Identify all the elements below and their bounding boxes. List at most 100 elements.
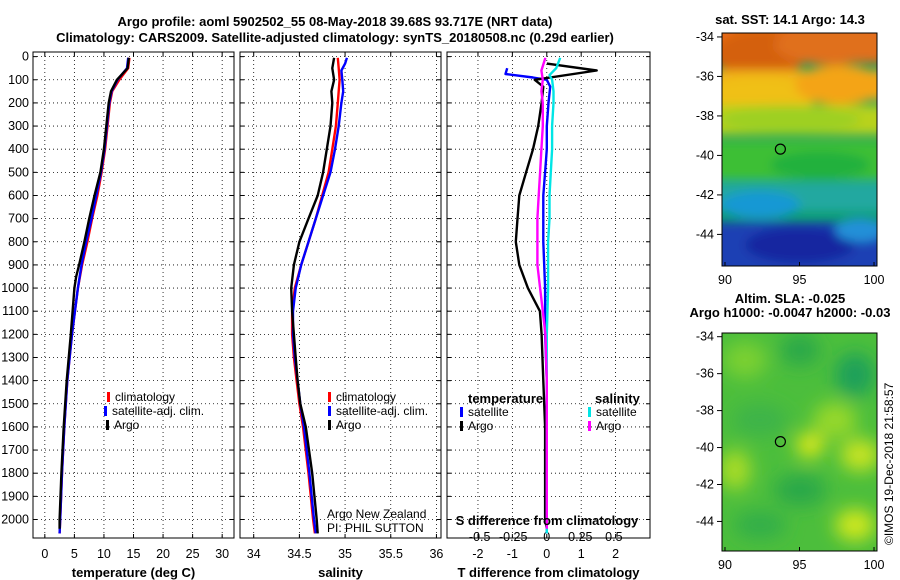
depth-tick-label: 300 bbox=[8, 119, 29, 133]
x-tick-label: 10 bbox=[97, 547, 111, 561]
salinity-diff-tick-label: -0.5 bbox=[469, 530, 491, 544]
x-tick-label: 34 bbox=[247, 547, 261, 561]
x-axis-label: T difference from climatology bbox=[457, 565, 640, 580]
depth-tick-label: 700 bbox=[8, 212, 29, 226]
sla-map: 90 95 100 -34 -36 -38 -40 -42 -44 bbox=[696, 330, 885, 572]
map-x-tick-label: 95 bbox=[793, 558, 807, 572]
sla-map-title-line1: Altim. SLA: -0.025 bbox=[735, 291, 846, 306]
legend-climatology-label: climatology bbox=[115, 390, 175, 404]
x-tick-label: 2 bbox=[612, 547, 619, 561]
series-group bbox=[58, 57, 131, 534]
legend-satellite-swatch bbox=[104, 406, 107, 416]
legend-temperature-title: temperature bbox=[468, 391, 543, 406]
series-line-t-argo bbox=[514, 62, 598, 529]
salinity-diff-tick-label: -0.25 bbox=[499, 530, 528, 544]
depth-tick-label: 800 bbox=[8, 235, 29, 249]
legend-argo-label: Argo bbox=[336, 418, 362, 432]
temperature-legend: climatology satellite-adj. clim. Argo bbox=[104, 390, 204, 432]
depth-tick-label: 1200 bbox=[1, 327, 29, 341]
series-line-argo bbox=[290, 57, 336, 534]
credit-line2: PI: PHIL SUTTON bbox=[327, 521, 424, 535]
depth-tick-label: 1000 bbox=[1, 281, 29, 295]
x-tick-label: 1 bbox=[578, 547, 585, 561]
legend-t-argo-label: Argo bbox=[468, 419, 494, 433]
legend-t-satellite-label: satellite bbox=[468, 405, 509, 419]
legend-s-satellite-swatch bbox=[588, 407, 591, 417]
depth-tick-label: 1400 bbox=[1, 374, 29, 388]
difference-legend: temperature salinity satellite Argo sate… bbox=[460, 391, 641, 433]
depth-tick-label: 1500 bbox=[1, 397, 29, 411]
depth-tick-label: 1900 bbox=[1, 489, 29, 503]
difference-panel: -2 -1 0 1 2 -0.5 -0.25 0 0.25 0.5 T difference fro… bbox=[446, 51, 651, 580]
x-tick-label: -1 bbox=[507, 547, 518, 561]
x-tick-label: 5 bbox=[71, 547, 78, 561]
legend-argo-swatch bbox=[328, 420, 331, 430]
salinity-diff-tick-label: 0 bbox=[543, 530, 550, 544]
legend-argo-label: Argo bbox=[114, 418, 140, 432]
legend-t-argo-swatch bbox=[460, 421, 463, 431]
x-tick-label: 15 bbox=[127, 547, 141, 561]
x-tick-label: 35.5 bbox=[379, 547, 403, 561]
sla-map-title-line2: Argo h1000: -0.0047 h2000: -0.03 bbox=[690, 305, 891, 320]
depth-tick-label: 500 bbox=[8, 165, 29, 179]
map-y-tick-label: -34 bbox=[696, 330, 714, 344]
depth-tick-label: 1600 bbox=[1, 420, 29, 434]
legend-satellite-label: satellite-adj. clim. bbox=[336, 404, 428, 418]
legend-satellite-label: satellite-adj. clim. bbox=[112, 404, 204, 418]
figure-title-line1: Argo profile: aoml 5902502_55 08-May-201… bbox=[118, 14, 553, 29]
legend-s-argo-label: Argo bbox=[596, 419, 622, 433]
depth-tick-label: 100 bbox=[8, 73, 29, 87]
map-y-tick-label: -42 bbox=[696, 188, 714, 202]
depth-tick-label: 0 bbox=[22, 50, 29, 64]
series-line-s-argo bbox=[536, 57, 548, 529]
x-axis-label: temperature (deg C) bbox=[72, 565, 196, 580]
depth-tick-label: 1100 bbox=[2, 304, 29, 318]
salinity-panel: 34 34.5 35 35.5 36 salinity bbox=[239, 51, 443, 580]
map-y-tick-label: -36 bbox=[696, 69, 714, 83]
legend-argo-swatch bbox=[106, 420, 109, 430]
map-x-tick-label: 90 bbox=[718, 273, 732, 287]
legend-s-argo-swatch bbox=[588, 421, 591, 431]
x-tick-label: 0 bbox=[41, 547, 48, 561]
series-line-argo bbox=[58, 57, 130, 529]
legend-satellite-swatch bbox=[328, 406, 331, 416]
sst-map: 90 95 100 -34 -36 -38 -40 -42 -44 bbox=[696, 30, 885, 287]
float-position-marker bbox=[774, 143, 786, 155]
x-tick-label: 34.5 bbox=[287, 547, 311, 561]
temperature-panel: 0100200300400500600700800900100011001200… bbox=[1, 50, 235, 580]
legend-climatology-label: climatology bbox=[336, 390, 396, 404]
float-position-marker bbox=[774, 436, 786, 448]
depth-tick-label: 600 bbox=[8, 188, 29, 202]
figure-title-line2: Climatology: CARS2009. Satellite-adjuste… bbox=[56, 30, 614, 45]
map-y-tick-label: -40 bbox=[696, 148, 714, 162]
x-tick-label: 30 bbox=[215, 547, 229, 561]
x-tick-label: 25 bbox=[186, 547, 200, 561]
x-tick-label: 35 bbox=[338, 547, 352, 561]
map-y-tick-label: -38 bbox=[696, 109, 714, 123]
sst-map-title: sat. SST: 14.1 Argo: 14.3 bbox=[715, 12, 865, 27]
legend-climatology-swatch bbox=[107, 392, 110, 402]
x-tick-label: 36 bbox=[429, 547, 443, 561]
credit-line1: Argo New Zealand bbox=[327, 507, 426, 521]
s-difference-xlabel: S difference from climatology bbox=[456, 513, 640, 528]
x-axis-label: salinity bbox=[318, 565, 364, 580]
depth-tick-label: 1800 bbox=[1, 466, 29, 480]
salinity-diff-tick-label: 0.25 bbox=[568, 530, 592, 544]
depth-tick-label: 2000 bbox=[1, 512, 29, 526]
map-y-tick-label: -40 bbox=[696, 441, 714, 455]
legend-salinity-title: salinity bbox=[595, 391, 641, 406]
legend-climatology-swatch bbox=[328, 392, 331, 402]
series-group bbox=[504, 57, 598, 534]
depth-tick-label: 200 bbox=[8, 96, 29, 110]
x-tick-label: 20 bbox=[156, 547, 170, 561]
legend-t-satellite-swatch bbox=[460, 407, 463, 417]
map-y-tick-label: -36 bbox=[696, 367, 714, 381]
map-x-tick-label: 100 bbox=[864, 558, 885, 572]
x-tick-label: 0 bbox=[543, 547, 550, 561]
depth-tick-label: 1700 bbox=[1, 443, 29, 457]
depth-tick-label: 900 bbox=[8, 258, 29, 272]
x-tick-label: -2 bbox=[472, 547, 483, 561]
series-group bbox=[290, 57, 349, 534]
map-y-tick-label: -34 bbox=[696, 30, 714, 44]
